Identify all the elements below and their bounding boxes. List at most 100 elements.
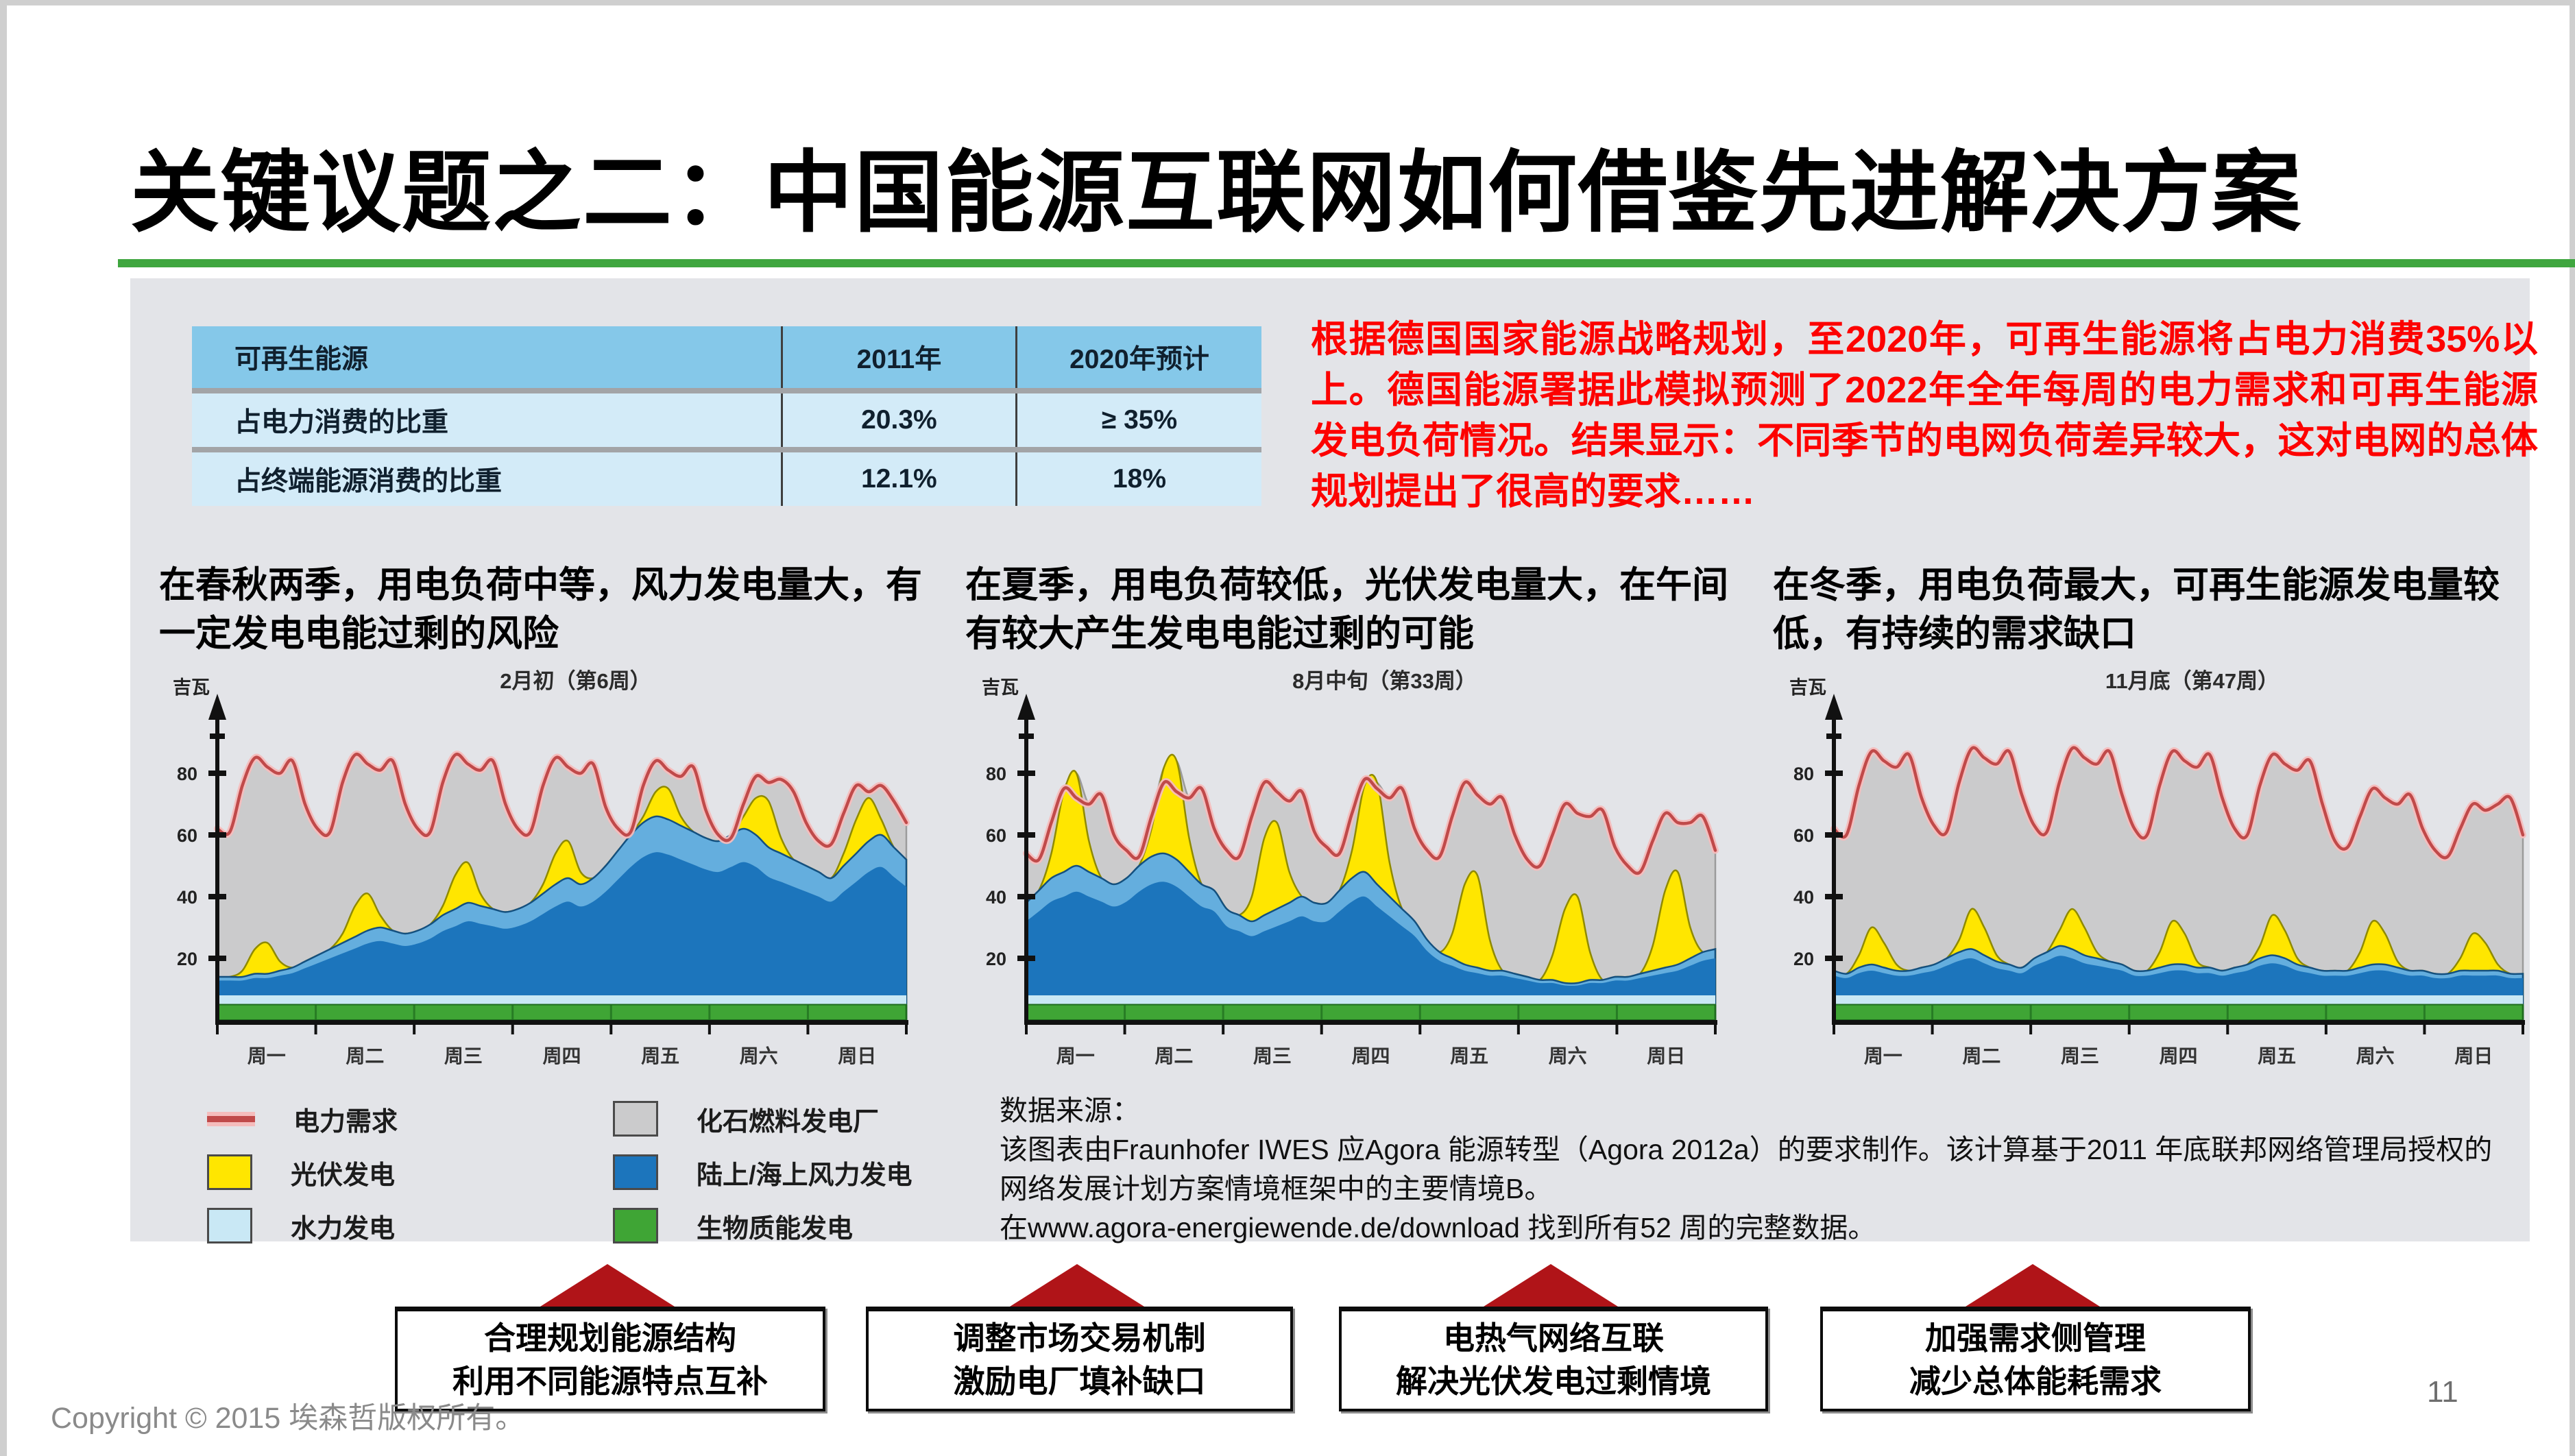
table-header-cell: 可再生能源	[234, 344, 369, 374]
source-note-heading: 数据来源：	[1000, 1095, 1140, 1126]
season-note-summer: 在夏季，用电负荷较低，光伏发电量大，在午间有较大产生发电电能过剩的可能	[965, 565, 1728, 654]
weekly-load-chart-february: 20 40 60 80 周一 周二 周三 周四 周五 周六 周日 2月初（第6周） 吉瓦	[152, 664, 920, 1075]
chart-svg-november: 20 40 60 80 周一 周二 周三 周四 周五 周六 周日 11月底（第47周） 吉瓦	[1789, 669, 2526, 1067]
weekly-load-chart-august: 20 40 60 80 周一 周二 周三 周四 周五 周六 周日 8月中旬（第33周） 吉瓦	[961, 664, 1729, 1075]
action-box-line: 合理规划能源结构	[484, 1320, 736, 1356]
legend-column: 化石燃料发电厂 陆上/海上风力发电 生物质能发电	[613, 1100, 912, 1245]
svg-text:周五: 周五	[2258, 1045, 2296, 1067]
action-box-line: 电热气网络互联	[1443, 1320, 1664, 1356]
action-box-network-interconnection: 电热气网络互联 解决光伏发电过剩情境	[1339, 1307, 1768, 1411]
svg-text:周一: 周一	[247, 1045, 286, 1067]
table-header-row: 可再生能源 2011年 2020年预计	[192, 326, 1261, 388]
action-box-line: 减少总体能耗需求	[1909, 1363, 2162, 1399]
up-arrow-icon	[540, 1264, 675, 1307]
presentation-slide: 关键议题之二：中国能源互联网如何借鉴先进解决方案 可再生能源 2011年 202…	[7, 5, 2575, 1456]
title-underline	[118, 259, 2575, 267]
renewables-table: 可再生能源 2011年 2020年预计 占电力消费的比重 20.3% ≥ 35%…	[192, 326, 1261, 506]
action-box-line: 加强需求侧管理	[1925, 1320, 2146, 1356]
table-row: 占终端能源消费的比重 12.1% 18%	[192, 446, 1261, 506]
svg-text:周二: 周二	[1962, 1045, 2000, 1067]
svg-text:40: 40	[177, 887, 197, 908]
svg-text:周三: 周三	[1253, 1045, 1292, 1067]
svg-text:80: 80	[1793, 764, 1814, 784]
svg-text:周日: 周日	[2454, 1045, 2493, 1067]
source-note-footer: 在www.agora-energiewende.de/download 找到所有…	[1000, 1212, 1876, 1243]
svg-text:周二: 周二	[346, 1045, 384, 1067]
source-note-body: 该图表由Fraunhofer IWES 应Agora 能源转型（Agora 20…	[1000, 1134, 2493, 1204]
legend-item-demand: 电力需求	[207, 1100, 613, 1138]
up-arrow-icon	[1484, 1264, 1618, 1307]
legend-label: 陆上/海上风力发电	[697, 1161, 912, 1190]
svg-text:周六: 周六	[1549, 1045, 1587, 1067]
chart-legend: 电力需求 光伏发电 水力发电 化石燃料发电厂	[207, 1100, 1098, 1245]
svg-text:周六: 周六	[2356, 1045, 2395, 1067]
action-box-demand-side: 加强需求侧管理 减少总体能耗需求	[1820, 1307, 2251, 1411]
svg-text:周一: 周一	[1056, 1045, 1095, 1067]
table-cell: ≥ 35%	[1015, 393, 1261, 447]
legend-item-fossil: 化石燃料发电厂	[613, 1100, 912, 1138]
svg-text:周三: 周三	[444, 1045, 483, 1067]
biomass-swatch	[613, 1208, 658, 1243]
demand-line-swatch	[207, 1115, 255, 1122]
table-cell: 18%	[1015, 452, 1261, 506]
svg-text:周一: 周一	[1864, 1045, 1902, 1067]
pv-swatch	[207, 1154, 252, 1190]
svg-text:周五: 周五	[641, 1045, 679, 1067]
svg-text:吉瓦: 吉瓦	[982, 677, 1019, 698]
action-box-energy-structure: 合理规划能源结构 利用不同能源特点互补	[395, 1307, 825, 1411]
legend-item-biomass: 生物质能发电	[613, 1206, 912, 1245]
svg-text:吉瓦: 吉瓦	[173, 677, 210, 698]
weekly-load-chart-november: 20 40 60 80 周一 周二 周三 周四 周五 周六 周日 11月底（第47周） 吉瓦	[1769, 664, 2537, 1075]
table-cell: 占终端能源消费的比重	[234, 466, 503, 496]
svg-text:11月底（第47周）: 11月底（第47周）	[2105, 669, 2279, 693]
svg-text:20: 20	[986, 949, 1006, 969]
chart-svg-august: 20 40 60 80 周一 周二 周三 周四 周五 周六 周日 8月中旬（第33周） 吉瓦	[982, 669, 1719, 1067]
wind-swatch	[613, 1154, 658, 1190]
legend-label: 电力需求	[293, 1107, 398, 1137]
copyright: Copyright © 2015 埃森哲版权所有。	[51, 1402, 525, 1435]
table-cell: 12.1%	[780, 452, 1015, 506]
legend-label: 水力发电	[291, 1214, 396, 1243]
action-box-line: 解决光伏发电过剩情境	[1396, 1363, 1711, 1399]
table-header-cell: 2020年预计	[1015, 326, 1261, 388]
legend-item-pv: 光伏发电	[207, 1153, 613, 1191]
svg-text:40: 40	[986, 887, 1006, 908]
table-cell: 占电力消费的比重	[234, 407, 449, 437]
svg-text:周日: 周日	[1647, 1045, 1685, 1067]
svg-text:60: 60	[1793, 825, 1814, 846]
action-box-line: 激励电厂填补缺口	[953, 1363, 1206, 1399]
up-arrow-icon	[1966, 1264, 2100, 1307]
page-number: 11	[2427, 1375, 2458, 1409]
svg-text:80: 80	[177, 764, 197, 784]
hydro-swatch	[207, 1208, 252, 1243]
svg-text:20: 20	[177, 949, 197, 969]
summary-text: 根据德国国家能源战略规划，至2020年，可再生能源将占电力消费35%以上。德国能…	[1311, 319, 2538, 512]
legend-label: 化石燃料发电厂	[697, 1107, 880, 1137]
fossil-swatch	[613, 1101, 658, 1137]
source-note: 数据来源： 该图表由Fraunhofer IWES 应Agora 能源转型（Ag…	[1000, 1091, 2501, 1248]
svg-text:周二: 周二	[1154, 1045, 1193, 1067]
svg-text:吉瓦: 吉瓦	[1789, 677, 1826, 698]
svg-text:2月初（第6周）: 2月初（第6周）	[500, 669, 651, 693]
content-panel: 可再生能源 2011年 2020年预计 占电力消费的比重 20.3% ≥ 35%…	[130, 278, 2538, 1243]
up-arrow-icon	[1010, 1264, 1144, 1307]
action-box-market-mechanism: 调整市场交易机制 激励电厂填补缺口	[866, 1307, 1293, 1411]
table-header-cell: 2011年	[780, 326, 1015, 388]
svg-text:40: 40	[1793, 887, 1814, 908]
svg-text:周四: 周四	[1351, 1045, 1390, 1067]
legend-label: 光伏发电	[291, 1161, 396, 1190]
action-box-line: 利用不同能源特点互补	[452, 1363, 768, 1399]
legend-item-hydro: 水力发电	[207, 1206, 613, 1245]
svg-text:周六: 周六	[740, 1045, 778, 1067]
action-box-line: 调整市场交易机制	[953, 1320, 1206, 1356]
legend-label: 生物质能发电	[697, 1214, 854, 1243]
svg-text:周日: 周日	[838, 1045, 876, 1067]
chart-svg-february: 20 40 60 80 周一 周二 周三 周四 周五 周六 周日 2月初（第6周） 吉瓦	[173, 669, 910, 1067]
legend-column: 电力需求 光伏发电 水力发电	[207, 1100, 613, 1245]
season-note-winter: 在冬季，用电负荷最大，可再生能源发电量较低，有持续的需求缺口	[1773, 565, 2500, 654]
svg-text:60: 60	[986, 825, 1006, 846]
svg-text:80: 80	[986, 764, 1006, 784]
table-cell: 20.3%	[780, 393, 1015, 447]
svg-text:周五: 周五	[1450, 1045, 1488, 1067]
